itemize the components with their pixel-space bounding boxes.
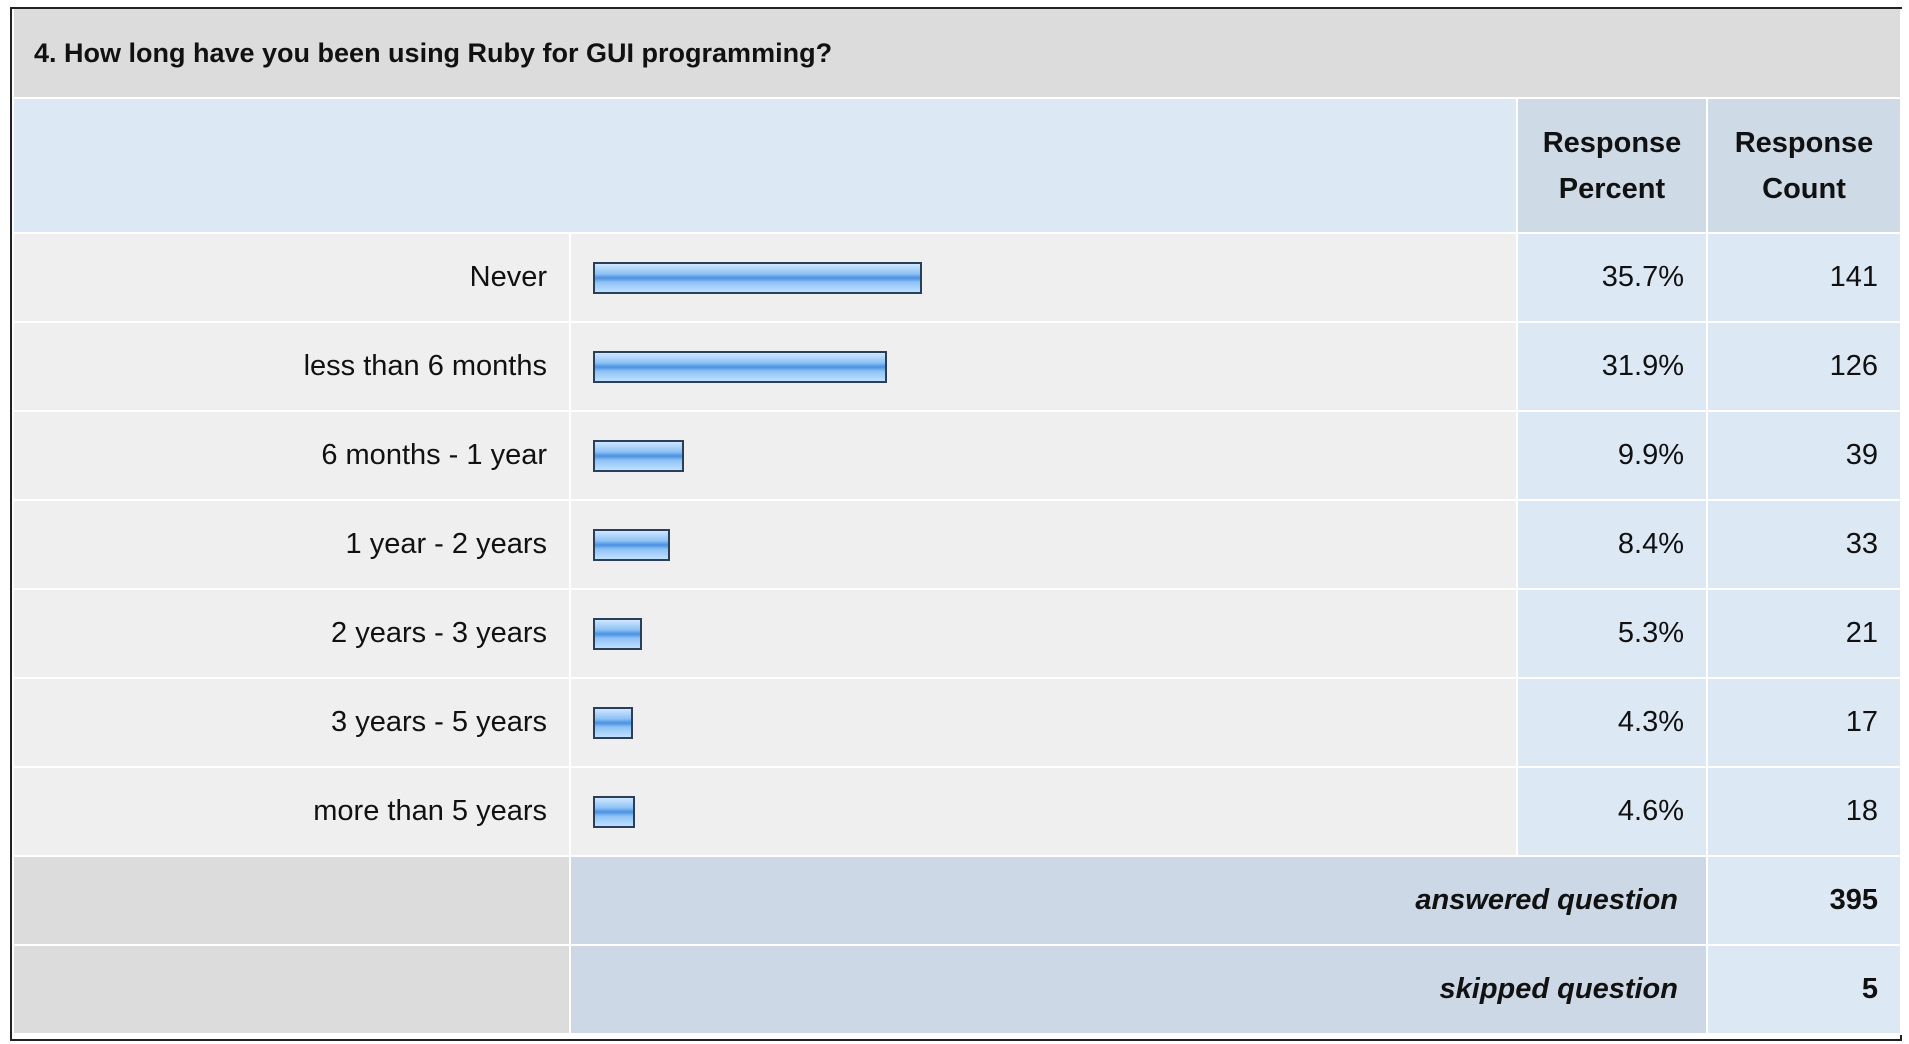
bar [593, 707, 633, 739]
footer-label: skipped question [569, 944, 1708, 1035]
response-percent: 5.3% [1516, 588, 1708, 679]
answer-label: 6 months - 1 year [12, 410, 571, 501]
response-percent: 35.7% [1516, 232, 1708, 323]
footer-blank [12, 855, 571, 946]
bar [593, 262, 923, 294]
bar-cell [569, 499, 1518, 590]
bar [593, 440, 685, 472]
answer-label: less than 6 months [12, 321, 571, 412]
survey-frame: 4. How long have you been using Ruby for… [10, 7, 1902, 1041]
results-table: 4. How long have you been using Ruby for… [12, 9, 1902, 1035]
response-percent: 31.9% [1516, 321, 1708, 412]
answer-row: Never 35.7% 141 [12, 232, 1902, 323]
header-blank [12, 97, 1518, 234]
footer-blank [12, 944, 571, 1035]
response-percent: 9.9% [1516, 410, 1708, 501]
bar-cell [569, 232, 1518, 323]
footer-count: 5 [1706, 944, 1902, 1035]
column-header: Response Count [1706, 97, 1902, 234]
bar-cell [569, 410, 1518, 501]
answer-row: more than 5 years 4.6% 18 [12, 766, 1902, 857]
answer-row: 2 years - 3 years 5.3% 21 [12, 588, 1902, 679]
answer-label: more than 5 years [12, 766, 571, 857]
answer-label: 2 years - 3 years [12, 588, 571, 679]
bar-cell [569, 677, 1518, 768]
bar-cell [569, 588, 1518, 679]
footer-label: answered question [569, 855, 1708, 946]
response-percent: 4.3% [1516, 677, 1708, 768]
response-count: 17 [1706, 677, 1902, 768]
response-count: 39 [1706, 410, 1902, 501]
answer-row: 3 years - 5 years 4.3% 17 [12, 677, 1902, 768]
question-title: 4. How long have you been using Ruby for… [12, 9, 1902, 99]
bar [593, 351, 888, 383]
footer-row: skipped question 5 [12, 944, 1902, 1035]
footer-count: 395 [1706, 855, 1902, 946]
response-count: 33 [1706, 499, 1902, 590]
answer-row: less than 6 months 31.9% 126 [12, 321, 1902, 412]
answer-row: 6 months - 1 year 9.9% 39 [12, 410, 1902, 501]
response-count: 141 [1706, 232, 1902, 323]
response-percent: 8.4% [1516, 499, 1708, 590]
bar [593, 529, 671, 561]
bar [593, 618, 642, 650]
bar [593, 796, 636, 828]
answer-label: 3 years - 5 years [12, 677, 571, 768]
response-percent: 4.6% [1516, 766, 1708, 857]
response-count: 126 [1706, 321, 1902, 412]
answer-row: 1 year - 2 years 8.4% 33 [12, 499, 1902, 590]
answer-label: 1 year - 2 years [12, 499, 571, 590]
bar-cell [569, 321, 1518, 412]
answer-label: Never [12, 232, 571, 323]
column-header: Response Percent [1516, 97, 1708, 234]
bar-cell [569, 766, 1518, 857]
footer-row: answered question 395 [12, 855, 1902, 946]
response-count: 18 [1706, 766, 1902, 857]
response-count: 21 [1706, 588, 1902, 679]
